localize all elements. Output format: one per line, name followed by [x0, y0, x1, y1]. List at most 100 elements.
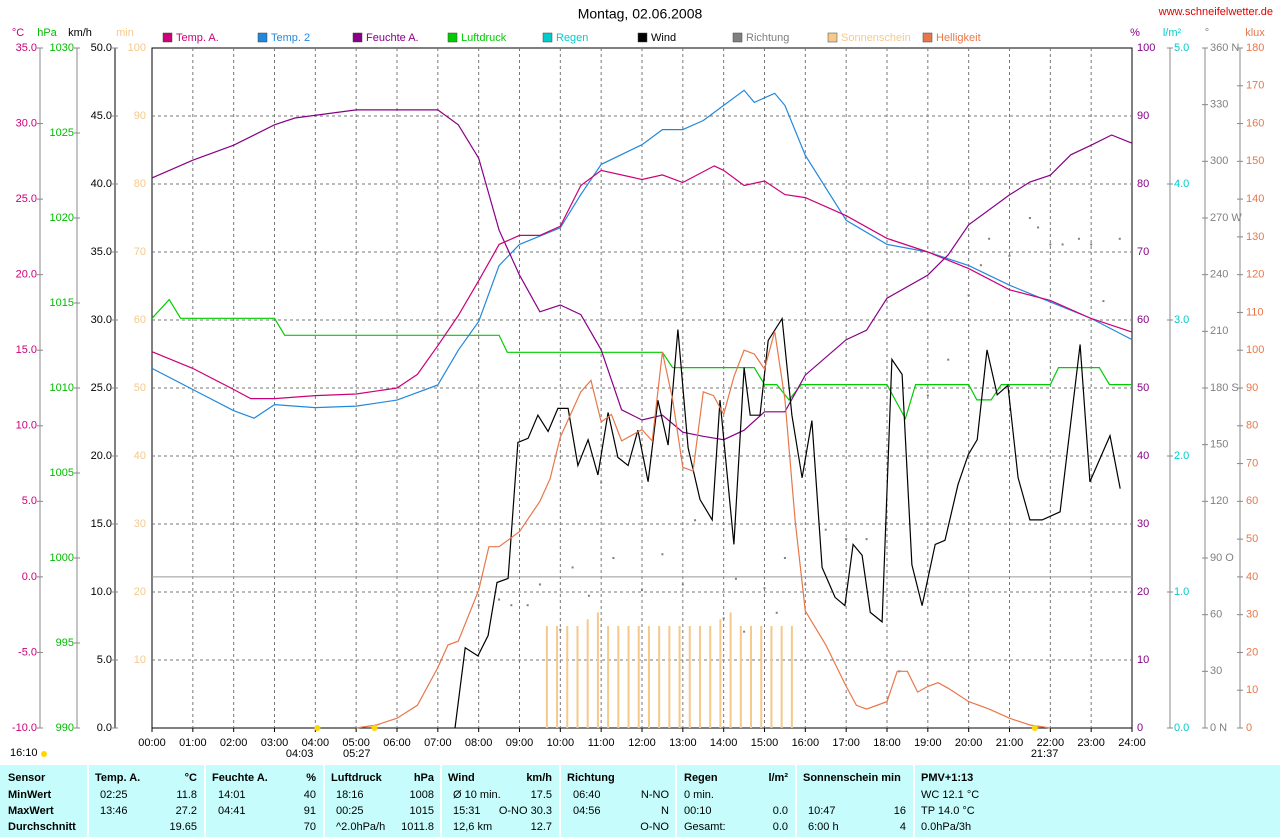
y-tick-label: 160: [1246, 117, 1264, 129]
direction-point: [510, 604, 513, 607]
axis-unit: km/h: [68, 27, 92, 39]
y-tick-label: 40: [1137, 450, 1149, 462]
table-cell: 0.0: [773, 821, 788, 833]
table-cell: 40: [304, 789, 316, 801]
legend-swatch: [827, 32, 838, 43]
y-tick-label: 60: [134, 314, 146, 326]
table-header: Regen: [684, 772, 718, 784]
direction-point: [783, 557, 786, 559]
legend-swatch: [352, 32, 363, 43]
direction-point: [743, 630, 746, 633]
table-header: hPa: [414, 772, 435, 784]
legend-swatch: [637, 32, 648, 43]
table-cell: 70: [304, 821, 316, 833]
legend-swatch: [162, 32, 173, 43]
row-label: MinWert: [8, 789, 52, 801]
y-tick-label: 80: [1137, 178, 1149, 190]
direction-point: [571, 566, 574, 569]
x-tick-label: 23:00: [1077, 737, 1105, 749]
direction-point: [824, 528, 827, 531]
y-tick-label: 70: [1246, 457, 1258, 469]
legend-swatch: [257, 32, 268, 43]
y-tick-label: 30: [1137, 518, 1149, 530]
y-tick-label: 3.0: [1174, 314, 1189, 326]
table-header: km/h: [526, 772, 552, 784]
x-tick-label: 15:00: [751, 737, 779, 749]
x-tick-label: 02:00: [220, 737, 248, 749]
y-tick-label: 1030: [50, 42, 74, 54]
y-tick-label: 4.0: [1174, 178, 1189, 190]
y-tick-label: 90: [1246, 382, 1258, 394]
y-tick-label: 20: [134, 586, 146, 598]
x-tick-label: 19:00: [914, 737, 942, 749]
annotation: 21:37: [1031, 748, 1059, 760]
y-tick-label: 100: [1137, 42, 1155, 54]
direction-point: [845, 538, 848, 541]
y-tick-label: 1000: [50, 552, 74, 564]
y-tick-label: 70: [1137, 246, 1149, 258]
legend-swatch: [447, 32, 458, 43]
sun-moon-marker: [314, 725, 321, 731]
y-tick-label: 60: [1246, 495, 1258, 507]
table-header: %: [306, 772, 316, 784]
table-cell: ^2.0hPa/h: [336, 821, 385, 833]
y-tick-label: 30.0: [16, 117, 37, 129]
table-cell: WC 12.1 °C: [921, 789, 979, 801]
table-cell: 0.0: [773, 805, 788, 817]
legend-label: Wind: [651, 32, 676, 44]
y-tick-label: 30: [134, 518, 146, 530]
table-cell: 12.7: [531, 821, 552, 833]
table-header: Luftdruck: [331, 772, 383, 784]
y-tick-label: 20.0: [16, 269, 37, 281]
y-tick-label: 0.0: [97, 722, 112, 734]
y-tick-label: 10: [1137, 654, 1149, 666]
y-tick-label: 1015: [50, 297, 74, 309]
chart-title: Montag, 02.06.2008: [578, 6, 703, 22]
y-tick-label: 140: [1246, 193, 1264, 205]
direction-point: [612, 557, 615, 559]
table-cell: 02:25: [100, 789, 128, 801]
y-tick-label: 40: [1246, 571, 1258, 583]
table-cell: 14:01: [218, 789, 246, 801]
x-tick-label: 01:00: [179, 737, 207, 749]
direction-point: [1049, 243, 1052, 246]
table-cell: 16: [894, 805, 906, 817]
direction-point: [865, 538, 868, 541]
y-tick-label: 25.0: [91, 382, 112, 394]
direction-point: [947, 358, 950, 361]
y-tick-label: 35.0: [91, 246, 112, 258]
y-tick-label: 150: [1210, 439, 1228, 451]
series-line: [151, 89, 1133, 419]
table-cell: 00:25: [336, 805, 364, 817]
series-line: [151, 165, 1133, 400]
table-cell: 27.2: [176, 805, 197, 817]
table-cell: 11.8: [176, 789, 197, 801]
table-cell: 13:46: [100, 805, 128, 817]
series-line: [356, 331, 1051, 729]
axis-unit: °C: [12, 27, 24, 39]
table-cell: 18:16: [336, 789, 364, 801]
series-line: [151, 298, 1132, 421]
y-tick-label: 100: [128, 42, 146, 54]
y-tick-label: 300: [1210, 155, 1228, 167]
y-tick-label: 210: [1210, 325, 1228, 337]
direction-point: [1028, 217, 1031, 219]
direction-point: [1037, 226, 1040, 229]
x-tick-label: 20:00: [955, 737, 983, 749]
direction-point: [538, 583, 541, 586]
series-line: [151, 109, 1133, 441]
corner-note: 16:10: [10, 747, 38, 759]
x-tick-label: 06:00: [383, 737, 411, 749]
y-tick-label: 35.0: [16, 42, 37, 54]
y-tick-label: 180: [1246, 42, 1264, 54]
table-header: Wind: [448, 772, 475, 784]
source: www.schneifelwetter.de: [1158, 6, 1273, 18]
x-tick-label: 07:00: [424, 737, 452, 749]
x-tick-label: 13:00: [669, 737, 697, 749]
y-tick-label: 40: [134, 450, 146, 462]
table-cell: Gesamt:: [684, 821, 726, 833]
table-header: PMV+1:13: [921, 772, 973, 784]
axis-unit: l/m²: [1163, 27, 1182, 39]
direction-point: [1102, 300, 1105, 303]
table-cell: 19.65: [169, 821, 197, 833]
